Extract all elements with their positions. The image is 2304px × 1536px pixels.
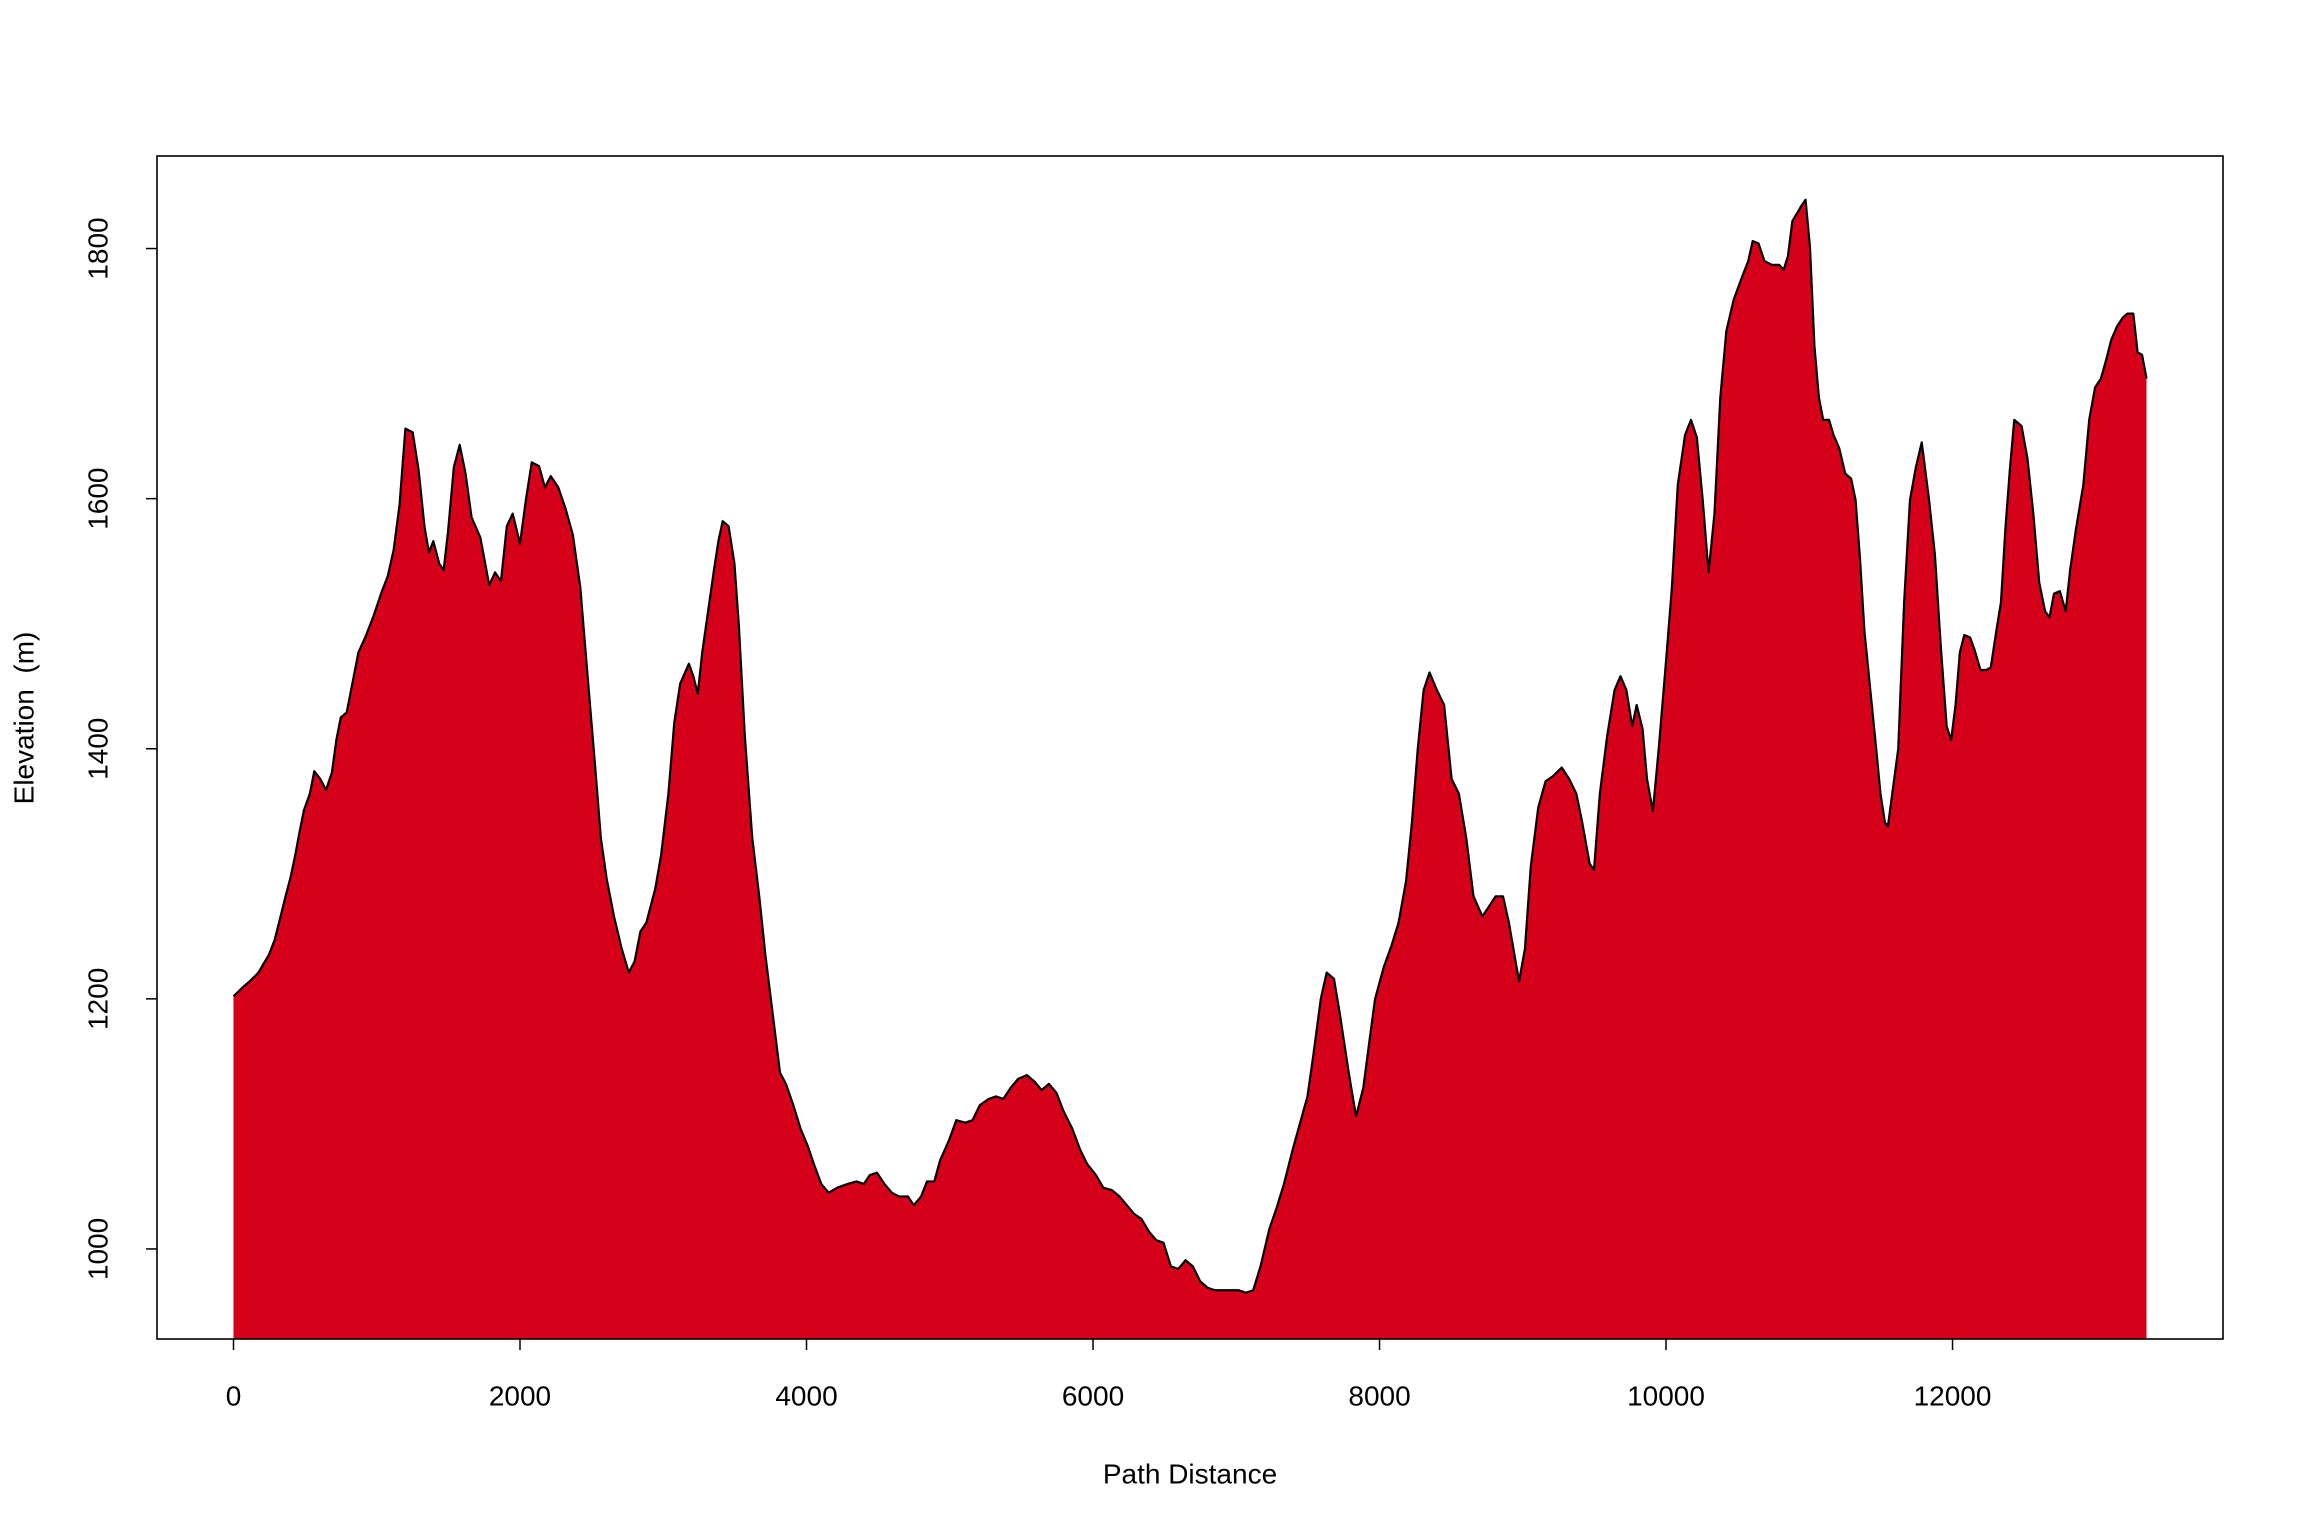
plot-frame [156,155,2224,1340]
x-tick-label: 6000 [1062,1380,1124,1411]
y-axis-title: Elevation (m) [8,632,39,805]
x-tick-label: 8000 [1348,1380,1410,1411]
x-tick-label: 4000 [775,1380,837,1411]
y-tick-label: 1600 [82,467,113,529]
y-tick-label: 1200 [82,968,113,1030]
y-tick-label: 1800 [82,217,113,279]
x-tick-label: 0 [226,1380,242,1411]
x-tick-label: 10000 [1627,1380,1705,1411]
x-tick-label: 12000 [1914,1380,1992,1411]
y-tick-label: 1000 [82,1218,113,1280]
y-tick-label: 1400 [82,718,113,780]
area-fill [233,199,2147,1339]
x-axis-title: Path Distance [1103,1458,1277,1489]
area-line [232,198,2148,1294]
x-tick-label: 2000 [489,1380,551,1411]
